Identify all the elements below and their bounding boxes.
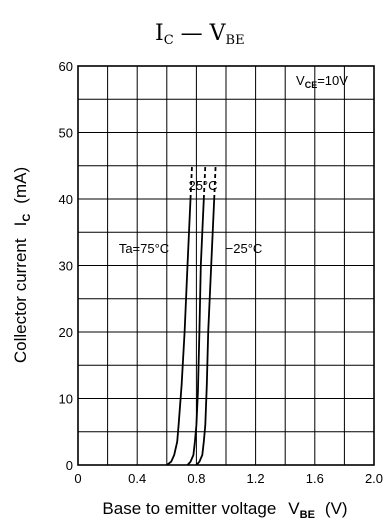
- annotation-minus-25: −25°C: [226, 241, 263, 256]
- series-dashed-1: [202, 165, 207, 200]
- series-line-0: [166, 198, 192, 466]
- x-axis-label: Base to emitter voltage VBE (V): [102, 499, 347, 521]
- x-tick-label: 2.0: [365, 471, 383, 486]
- y-axis-sub: C: [21, 214, 33, 222]
- series-line-2: [195, 198, 216, 466]
- y-tick-label: 50: [59, 126, 73, 141]
- plot-frame: [77, 65, 375, 466]
- condition-sub: CE: [305, 80, 318, 90]
- series: [166, 165, 217, 466]
- title-v-letter: V: [209, 21, 227, 46]
- title-i-letter: I: [155, 21, 164, 46]
- x-axis-symbol: V: [288, 499, 300, 518]
- y-axis-label: Collector current IC (mA): [11, 167, 33, 363]
- y-tick-label: 40: [59, 192, 73, 207]
- x-axis-label-text: Base to emitter voltage: [102, 499, 276, 518]
- chart-title: IC — VBE: [155, 21, 245, 48]
- x-tick-label: 0.8: [187, 471, 205, 486]
- condition-symbol: V: [296, 73, 305, 88]
- x-axis-sub: BE: [300, 509, 315, 521]
- title-v-sub: BE: [226, 33, 245, 48]
- y-axis-unit: (mA): [11, 167, 30, 204]
- y-tick-label: 10: [59, 392, 73, 407]
- title-dash: —: [174, 21, 210, 46]
- y-axis-symbol: I: [11, 222, 30, 227]
- x-tick-label: 0.4: [128, 471, 146, 486]
- title-i-sub: C: [164, 33, 174, 48]
- y-tick-label: 60: [59, 59, 73, 74]
- y-axis-label-text: Collector current: [11, 238, 30, 363]
- y-tick-label: 20: [59, 325, 73, 340]
- x-ticks: 0 0.4 0.8 1.2 1.6 2.0: [74, 471, 383, 486]
- condition-label: VCE=10V: [296, 73, 348, 90]
- grid: [78, 66, 374, 465]
- y-ticks: 0 10 20 30 40 50 60: [59, 59, 73, 473]
- y-tick-label: 0: [66, 458, 73, 473]
- series-dashed-2: [213, 165, 217, 200]
- x-tick-label: 1.6: [306, 471, 324, 486]
- x-tick-label: 1.2: [247, 471, 265, 486]
- x-axis-unit: (V): [325, 499, 348, 518]
- series-line-1: [186, 198, 205, 466]
- annotation-25: 25°C: [188, 178, 217, 193]
- series-dashed-0: [189, 165, 193, 200]
- condition-value: =10V: [317, 73, 348, 88]
- y-tick-label: 30: [59, 259, 73, 274]
- x-tick-label: 0: [74, 471, 81, 486]
- annotation-ta-75: Ta=75°C: [119, 241, 169, 256]
